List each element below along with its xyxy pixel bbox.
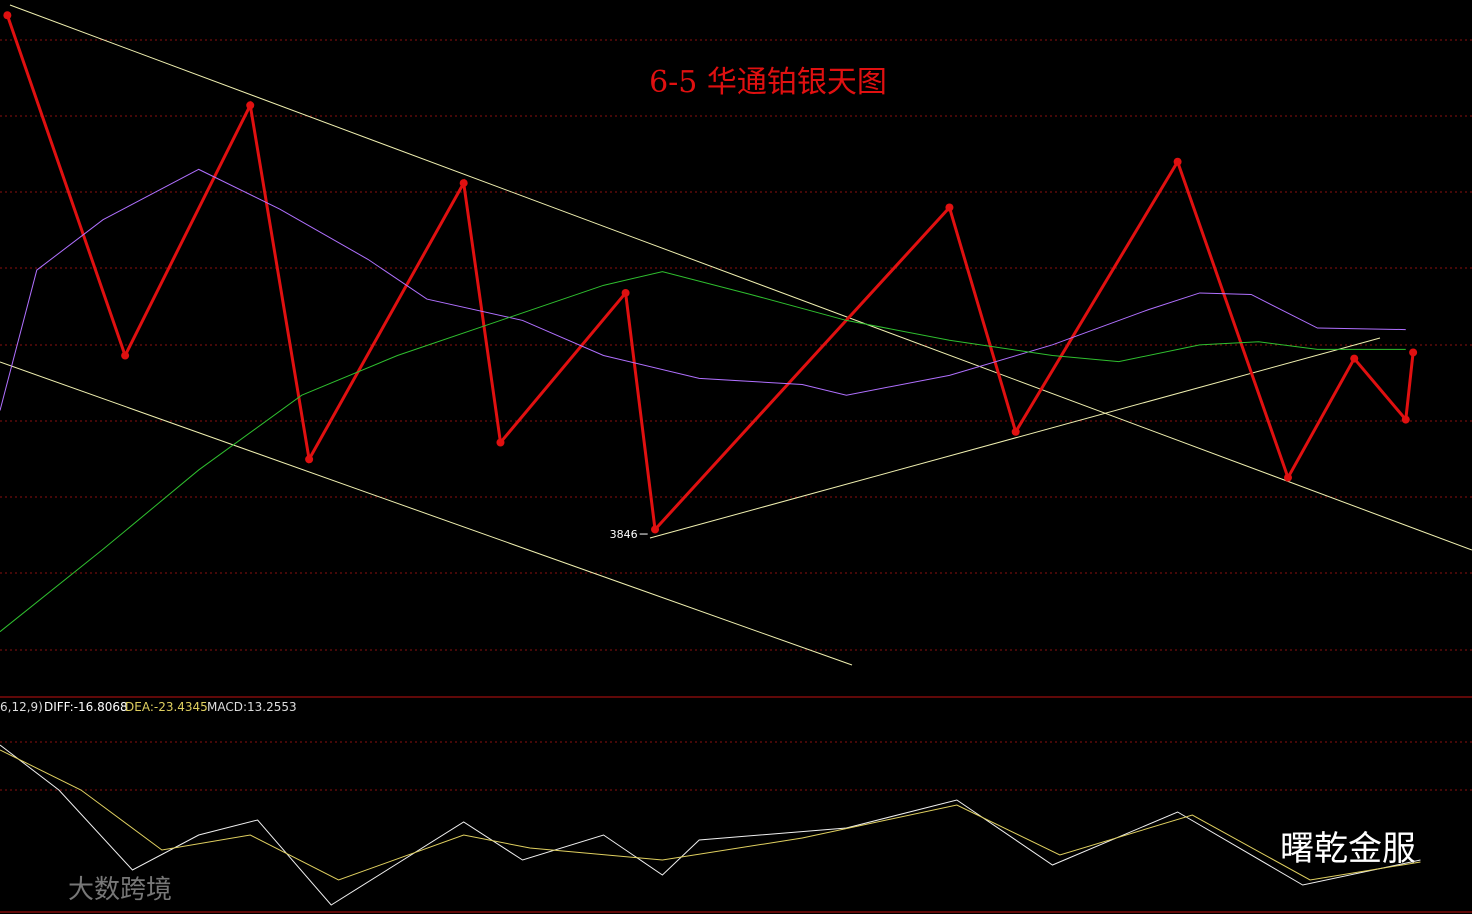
pivot: [621, 288, 630, 297]
pivot: [3, 11, 12, 20]
chart-title: 6-5 华通铂银天图: [649, 65, 887, 100]
watermark: 曙乾金服: [1280, 829, 1416, 869]
pivot: [246, 101, 255, 110]
pivot: [1409, 348, 1418, 357]
pivot: [651, 525, 660, 534]
annotation: 3846: [610, 528, 638, 541]
series-line: [0, 744, 1421, 906]
series-line: [0, 749, 1421, 881]
pivot: [945, 203, 954, 212]
pivot: [1401, 415, 1410, 424]
pivot: [305, 455, 314, 464]
pivot: [1011, 427, 1020, 436]
pivot: [1284, 473, 1292, 482]
trend-lines: [0, 4, 1472, 666]
watermark: 大数跨境: [68, 875, 172, 905]
pivot: [1350, 354, 1359, 363]
macd-params: 6,12,9): [0, 700, 43, 714]
pivot: [121, 351, 130, 360]
series-line: [0, 271, 1406, 633]
pivot: [496, 438, 505, 447]
pivot: [459, 179, 468, 188]
series-line: [0, 168, 1406, 411]
diff-label: DIFF:-16.8068: [44, 700, 128, 714]
macd-header: 6,12,9) DIFF:-16.8068 DEA:-23.4345 MACD:…: [0, 700, 297, 714]
macd-label: MACD:13.2553: [207, 700, 297, 714]
dea-label: DEA:-23.4345: [125, 700, 208, 714]
pivot: [1173, 157, 1182, 166]
